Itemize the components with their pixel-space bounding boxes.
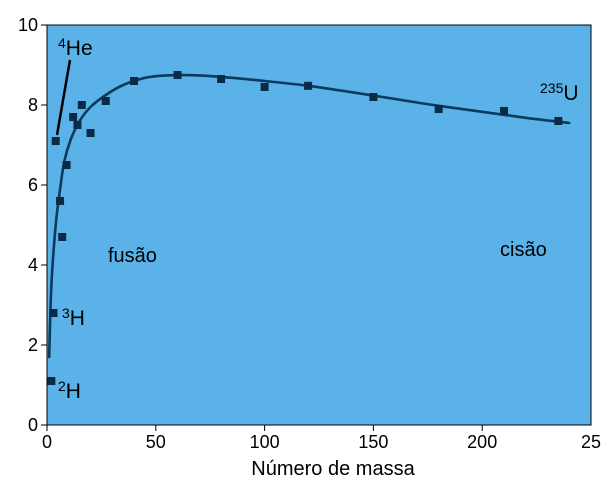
data-point <box>101 97 110 105</box>
data-point <box>304 81 313 90</box>
h2-label: 2H <box>58 378 81 403</box>
u235-superscript: 235 <box>540 80 564 96</box>
data-markers <box>47 71 563 385</box>
y-tick-label: 8 <box>28 95 38 115</box>
he4-superscript: 4 <box>58 35 66 51</box>
data-point <box>434 105 443 113</box>
x-tick-label: 50 <box>146 432 166 452</box>
u235-label: 235U <box>540 80 579 105</box>
fission-label: cisão <box>500 239 547 261</box>
data-point <box>56 197 65 205</box>
data-point <box>554 117 563 125</box>
binding-energy-curve <box>47 73 571 359</box>
plot-area <box>46 24 592 426</box>
x-tick-label: 200 <box>467 432 497 452</box>
data-point <box>369 93 378 101</box>
h3-symbol: H <box>70 307 85 330</box>
y-tick-label: 0 <box>28 415 38 435</box>
h2-superscript: 2 <box>58 378 66 394</box>
h3-superscript: 3 <box>62 305 70 321</box>
data-point <box>73 121 82 129</box>
data-point <box>217 75 226 83</box>
h2-symbol: H <box>66 380 81 403</box>
data-point <box>47 377 56 385</box>
h3-label: 3H <box>62 305 85 330</box>
x-tick-label: 100 <box>250 432 280 452</box>
data-point <box>86 129 95 137</box>
y-tick-labels: 0 2 4 6 8 10 <box>18 15 38 435</box>
x-tick-label: 25 <box>581 432 601 452</box>
x-tick-label: 0 <box>42 432 52 452</box>
data-point <box>499 107 508 115</box>
axis-ticks <box>41 24 483 431</box>
he4-symbol: He <box>66 37 93 60</box>
y-tick-label: 10 <box>18 15 38 35</box>
data-point <box>77 101 86 109</box>
u235-symbol: U <box>563 82 578 105</box>
data-point <box>51 137 60 145</box>
x-axis-title: Número de massa <box>251 458 415 480</box>
data-point <box>130 77 139 85</box>
y-tick-label: 2 <box>28 335 38 355</box>
y-tick-label: 4 <box>28 255 38 275</box>
fusion-label: fusão <box>108 245 157 267</box>
data-point <box>173 71 182 79</box>
he4-label: 4He <box>58 35 93 60</box>
x-tick-label: 150 <box>358 432 388 452</box>
data-point <box>69 113 78 121</box>
x-tick-labels: 0 50 100 150 200 25 <box>42 432 601 452</box>
data-point <box>58 233 67 241</box>
data-point <box>260 83 269 91</box>
data-point <box>49 309 58 317</box>
he4-pointer-line <box>55 59 72 136</box>
y-tick-label: 6 <box>28 175 38 195</box>
data-point <box>62 161 71 169</box>
